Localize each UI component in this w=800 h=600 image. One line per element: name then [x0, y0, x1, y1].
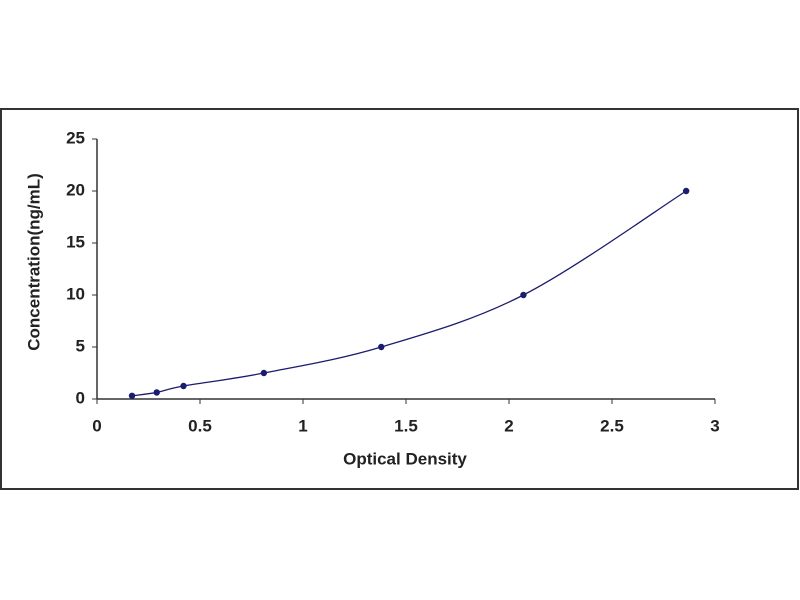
x-tick-label: 3 [710, 416, 719, 435]
x-tick-label: 0 [92, 416, 101, 435]
data-point [260, 369, 268, 377]
data-point [378, 343, 385, 351]
data-point [180, 382, 187, 390]
y-tick-label: 25 [66, 128, 85, 147]
y-axis-label: Concentration(ng/mL) [24, 173, 43, 351]
x-tick-label: 1.5 [394, 416, 418, 435]
y-tick-label: 0 [76, 388, 85, 407]
x-tick-label: 2 [504, 416, 513, 435]
y-tick-label: 10 [66, 284, 85, 303]
y-tick-label: 15 [66, 232, 85, 251]
x-axis-label: Optical Density [343, 449, 467, 468]
data-point [682, 187, 690, 195]
data-point [128, 392, 136, 399]
data-point [520, 291, 527, 299]
x-tick-label: 0.5 [188, 416, 212, 435]
data-point [153, 389, 160, 396]
chart-frame [0, 108, 799, 490]
x-tick-label: 1 [298, 416, 307, 435]
fit-curve [131, 190, 687, 397]
y-tick-label: 20 [66, 180, 85, 199]
y-tick-label: 5 [76, 336, 85, 355]
x-tick-label: 2.5 [600, 416, 624, 435]
